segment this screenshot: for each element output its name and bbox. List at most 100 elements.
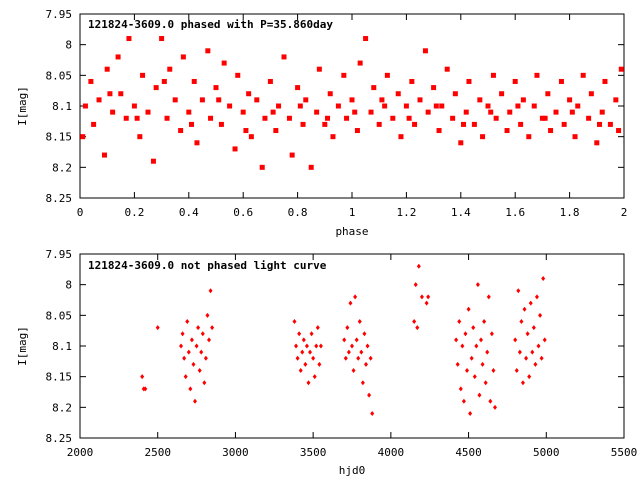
data-point <box>522 306 527 312</box>
data-point <box>463 331 468 337</box>
data-point <box>524 355 529 361</box>
data-point <box>416 263 421 269</box>
data-point <box>477 97 483 103</box>
data-point <box>188 386 193 392</box>
data-point <box>159 36 165 42</box>
data-point <box>594 140 600 146</box>
data-point <box>318 343 323 349</box>
data-point <box>455 361 460 367</box>
data-point <box>82 103 88 109</box>
chart-title: 121824-3609.0 phased with P=35.860day <box>88 18 333 31</box>
y-tick-label: 8.2 <box>52 161 72 174</box>
phased-plot-panel: 121824-3609.0 phased with P=35.860day ph… <box>16 8 627 238</box>
data-point <box>227 103 233 109</box>
data-point <box>346 349 351 355</box>
data-point <box>353 294 358 300</box>
y-tick-label: 8.1 <box>52 340 72 353</box>
y-tick-label: 8 <box>65 279 72 292</box>
x-tick-label: 4000 <box>378 446 405 459</box>
data-point <box>235 72 241 78</box>
data-point <box>553 109 559 115</box>
data-point <box>419 294 424 300</box>
x-tick-label: 2000 <box>67 446 94 459</box>
y-tick-label: 8.1 <box>52 100 72 113</box>
data-point <box>360 380 365 386</box>
data-point <box>613 97 619 103</box>
data-point <box>466 306 471 312</box>
data-point <box>267 78 273 84</box>
data-point <box>286 115 292 121</box>
data-point <box>350 343 354 349</box>
data-point <box>425 109 431 115</box>
data-point <box>137 134 143 140</box>
data-point <box>194 343 199 349</box>
data-point <box>469 355 474 361</box>
data-point <box>567 97 573 103</box>
data-point <box>205 48 211 54</box>
data-point <box>295 85 301 91</box>
axis-ticks: 0 0.2 0.4 0.6 0.8 1 1.2 1.4 1.6 1.8 2 7.95 8 8.05 8.1 8… <box>46 8 628 219</box>
data-point <box>431 85 437 91</box>
y-axis-label: I[mag] <box>16 326 29 366</box>
data-point <box>273 128 279 134</box>
data-point <box>297 103 303 109</box>
data-point <box>126 36 132 42</box>
data-point <box>191 78 197 84</box>
data-point <box>161 78 167 84</box>
data-point <box>330 134 336 140</box>
data-point <box>528 300 533 306</box>
data-point <box>104 66 110 72</box>
data-point <box>413 282 418 288</box>
data-point <box>203 355 208 361</box>
axis-ticks: 2000 2500 3000 3500 4000 4500 5000 5500 7.95 8 8.0… <box>46 248 638 459</box>
data-point <box>468 410 473 416</box>
data-point <box>572 134 578 140</box>
data-point <box>368 355 373 361</box>
data-point <box>312 374 317 380</box>
data-point <box>536 343 541 349</box>
data-point <box>199 349 204 355</box>
data-point <box>424 300 429 306</box>
data-point <box>599 109 605 115</box>
data-point <box>493 115 499 121</box>
data-point <box>308 164 314 170</box>
data-point <box>172 97 178 103</box>
data-point <box>444 66 450 72</box>
data-point <box>88 78 94 84</box>
data-point <box>155 325 160 331</box>
data-point <box>461 121 467 127</box>
data-point <box>363 36 369 42</box>
data-point <box>499 91 505 97</box>
x-tick-label: 1.8 <box>560 206 580 219</box>
data-point <box>514 368 519 374</box>
data-point <box>118 91 124 97</box>
data-point <box>210 325 215 331</box>
data-point <box>180 54 186 60</box>
data-points <box>140 263 547 416</box>
data-point <box>362 331 367 337</box>
data-point <box>490 72 496 78</box>
data-point <box>403 103 409 109</box>
data-point <box>189 337 194 343</box>
data-point <box>354 337 359 343</box>
data-point <box>197 368 202 374</box>
data-point <box>486 294 491 300</box>
data-point <box>335 103 341 109</box>
y-axis-label: I[mag] <box>16 86 29 126</box>
x-tick-label: 0.8 <box>288 206 308 219</box>
data-point <box>538 312 543 318</box>
data-point <box>248 134 254 140</box>
data-point <box>186 109 192 115</box>
data-point <box>143 386 148 392</box>
data-point <box>199 97 205 103</box>
data-point <box>110 109 116 115</box>
data-point <box>134 115 140 121</box>
data-point <box>471 325 476 331</box>
data-point <box>167 66 173 72</box>
data-point <box>422 48 428 54</box>
data-point <box>548 128 554 134</box>
x-tick-label: 4500 <box>455 446 482 459</box>
data-point <box>457 318 462 324</box>
data-point <box>276 103 282 109</box>
